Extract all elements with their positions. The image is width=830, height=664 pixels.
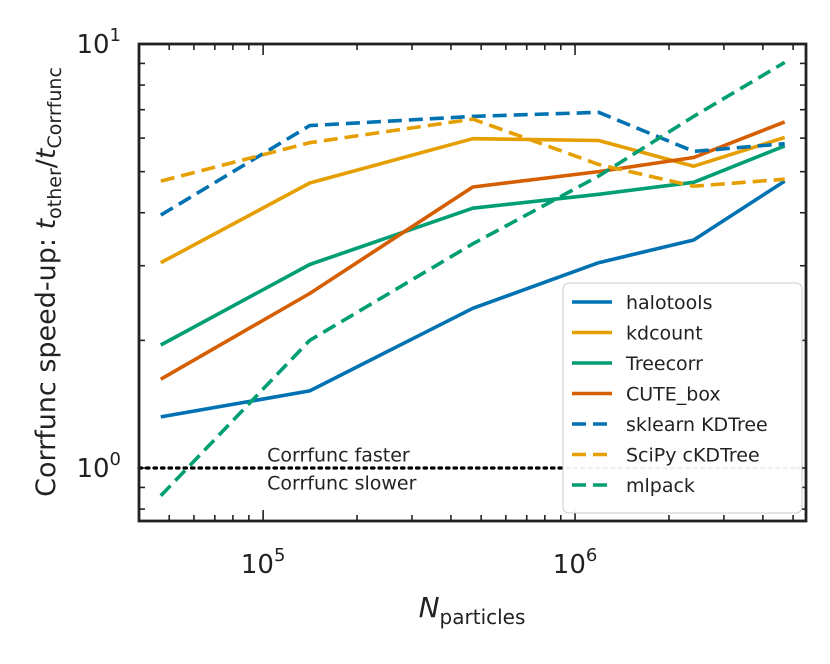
series-layer [159, 60, 786, 498]
series-line-halotools [160, 179, 786, 419]
x-tick-label: 106 [553, 545, 598, 580]
x-axis-label: Nparticles [419, 591, 526, 629]
y-tick-label: 101 [76, 25, 121, 60]
legend-label-halotools: halotools [626, 292, 712, 314]
x-tick-label-base: 10 [553, 550, 586, 580]
x-axis-label-sub: particles [440, 605, 526, 629]
legend-label-scipy-ckdtree: SciPy cKDTree [626, 445, 760, 467]
legend-label-sklearn-kdtree: sklearn KDTree [626, 414, 768, 436]
series-treecorr [159, 144, 786, 347]
y-tick-label-base: 10 [76, 454, 109, 484]
series-kdcount [159, 135, 786, 265]
series-mlpack [159, 60, 786, 498]
series-scipy-ckdtree [160, 117, 785, 188]
series-sklearn-kdtree [159, 110, 785, 217]
y-axis-label-num-base: t [31, 217, 62, 229]
annotation-label: Corrfunc faster [267, 445, 410, 467]
legend-label-mlpack: mlpack [626, 475, 695, 497]
y-axis-label-sep: / [31, 158, 62, 168]
annotation-layer: Corrfunc faster Corrfunc slower [267, 445, 416, 495]
series-line-kdcount [159, 135, 786, 265]
y-tick-label-base: 10 [76, 30, 109, 60]
y-tick-label-exponent: 1 [110, 25, 121, 46]
y-axis-label-den-base: t [31, 147, 62, 159]
series-line-scipy-ckdtree [160, 117, 785, 188]
series-line-mlpack [159, 60, 786, 498]
annotation-label: Corrfunc slower [267, 472, 416, 494]
y-axis-label: Corrfunc speed-up: tother/tCorrfunc [31, 67, 66, 497]
x-tick-label-base: 10 [241, 550, 274, 580]
x-axis-label-base: N [419, 591, 440, 624]
legend: halotools kdcount Treecorr CUTE_boxsklearn … [562, 282, 803, 514]
series-line-treecorr [159, 144, 786, 347]
y-axis-label-prefix: Corrfunc speed-up: [31, 229, 62, 497]
x-tick-label: 105 [241, 545, 286, 580]
y-axis-label-den-sub: Corrfunc [44, 67, 66, 148]
legend-items: halotools kdcount Treecorr CUTE_boxsklearn … [572, 292, 768, 497]
legend-box [562, 282, 803, 514]
series-line-sklearn-kdtree [159, 110, 785, 217]
legend-label-kdcount: kdcount [626, 323, 703, 345]
legend-label-treecorr: Treecorr [625, 353, 703, 375]
x-tick-label-exponent: 5 [274, 545, 285, 566]
plot-frame [137, 42, 808, 523]
y-axis-label-num-sub: other [44, 168, 66, 219]
x-tick-label-exponent: 6 [586, 545, 597, 566]
series-halotools [160, 179, 786, 419]
y-tick-label-exponent: 0 [110, 449, 121, 470]
y-tick-label: 100 [76, 449, 121, 484]
legend-label-cute-box: CUTE_box [626, 384, 721, 406]
